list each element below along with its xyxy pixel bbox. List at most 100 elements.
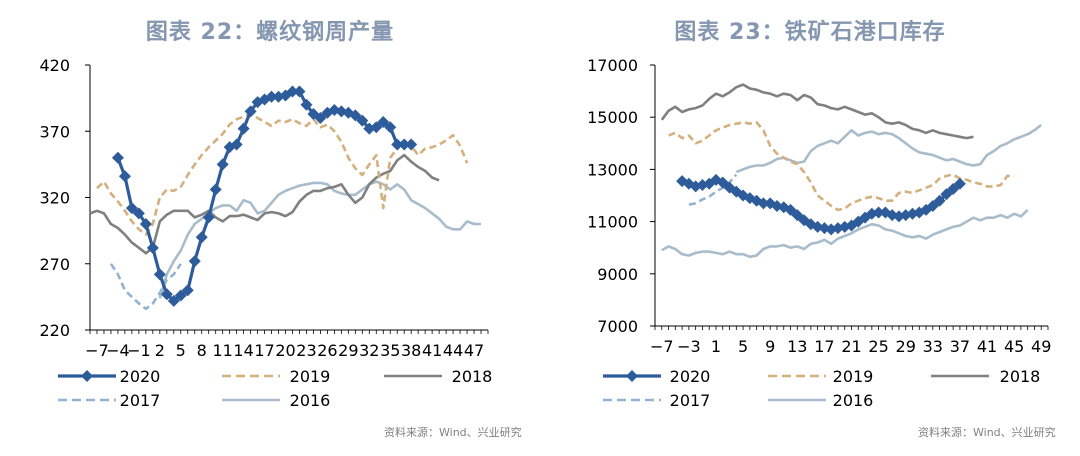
x-tick-label: 45: [1004, 337, 1024, 356]
data-point-marker: [314, 112, 327, 124]
legend-label-2016: 2016: [290, 391, 331, 410]
data-point-marker: [202, 211, 215, 224]
panel-rebar-output: 图表 22：螺纹钢周产量 220 270 320 370 420 −7 −4 −1 2 5 8 11 1…: [39, 20, 522, 439]
series-line-2020: [116, 89, 412, 303]
data-point-marker: [391, 138, 404, 151]
legend-label-2019: 2019: [290, 367, 331, 386]
data-point-marker: [244, 105, 257, 118]
data-point-marker: [188, 255, 201, 268]
data-point-marker: [181, 284, 194, 297]
x-tick-label: 14: [233, 341, 253, 360]
series-line-2018: [89, 153, 440, 255]
data-point-marker: [384, 121, 397, 134]
x-tick-label: 5: [176, 341, 186, 360]
source-note: 资料来源：Wind、兴业研究: [918, 426, 1056, 439]
data-point-marker: [286, 85, 299, 98]
data-point-marker: [703, 177, 716, 190]
x-tick-label: −3: [677, 337, 701, 356]
series-line-2017: [109, 263, 182, 311]
data-point-marker: [139, 218, 152, 230]
legend-label-2020: 2020: [120, 367, 161, 386]
panel-iron-ore-inventory: 图表 23：铁矿石港口库存 7000 9000 11000 13000 15000 170…: [540, 0, 1080, 456]
data-point-marker: [209, 183, 222, 196]
x-tick-label: 1: [711, 337, 721, 356]
y-tick-label: 17000: [587, 56, 638, 75]
data-point-marker: [370, 121, 383, 134]
data-point-marker: [872, 206, 885, 219]
data-point-marker: [852, 215, 865, 228]
x-tick-label: 29: [338, 341, 358, 360]
y-tick-label: 13000: [587, 160, 638, 179]
x-tick-label: 17: [814, 337, 834, 356]
data-point-marker: [777, 201, 790, 214]
data-point-marker: [230, 138, 243, 151]
x-tick-label: 17: [254, 341, 274, 360]
x-tick-label: 29: [896, 337, 916, 356]
x-tick-label: 5: [738, 337, 748, 356]
data-point-marker: [405, 138, 418, 151]
y-tick-label: 320: [39, 189, 70, 208]
y-tick-label: 370: [39, 122, 70, 141]
data-point-marker: [933, 194, 946, 207]
data-point-marker: [216, 158, 229, 171]
x-tick-label: 32: [359, 341, 379, 360]
x-tick-label: 38: [401, 341, 421, 360]
source-note: 资料来源：Wind、兴业研究: [384, 426, 522, 439]
series-line-2016: [735, 123, 1042, 174]
data-point-marker: [258, 93, 271, 106]
data-point-marker: [195, 231, 208, 244]
legend-label-2018: 2018: [1000, 367, 1041, 386]
chart-title: 图表 22：螺纹钢周产量: [145, 20, 395, 45]
series-line-2019: [96, 112, 469, 236]
data-point-marker: [223, 141, 236, 154]
legend-label-2017: 2017: [670, 391, 711, 410]
y-tick-label: 420: [39, 56, 70, 75]
data-point-marker: [160, 288, 173, 301]
data-point-marker: [321, 106, 334, 119]
data-point-marker: [757, 197, 770, 210]
legend-marker: [81, 370, 93, 382]
rebar-output-chart: 220 270 320 370 420 −7−4−1 2 5 8 11 14 17 20 23 26 29 32…: [39, 56, 493, 410]
data-point-marker: [804, 218, 817, 231]
data-point-marker: [153, 268, 166, 281]
data-point-marker: [811, 220, 824, 233]
y-tick-label: 9000: [597, 265, 638, 284]
data-point-marker: [146, 241, 159, 254]
data-point-marker: [293, 85, 306, 98]
data-point-marker: [398, 138, 411, 151]
x-tick-label: 47: [464, 341, 484, 360]
x-tick-label: −7: [85, 341, 109, 360]
data-point-marker: [356, 114, 369, 127]
x-tick-label: 37: [950, 337, 970, 356]
x-tick-label: 23: [296, 341, 316, 360]
series-line-2018: [660, 83, 974, 140]
data-point-marker: [167, 294, 180, 307]
x-tick-label: −4: [106, 341, 130, 360]
x-tick-label: 44: [443, 341, 463, 360]
legend-label-2017: 2017: [120, 391, 161, 410]
data-point-marker: [730, 185, 743, 198]
legend-marker: [626, 370, 638, 382]
data-point-marker: [125, 202, 138, 215]
x-tick-label: 20: [275, 341, 295, 360]
x-tick-label: 8: [197, 341, 207, 360]
data-point-marker: [750, 194, 763, 207]
data-point-marker: [132, 207, 145, 220]
legend-label-2019: 2019: [833, 367, 874, 386]
x-tick-label: 25: [868, 337, 888, 356]
y-tick-label: 7000: [597, 317, 638, 336]
data-point-marker: [377, 115, 390, 128]
x-tick-label: 49: [1031, 337, 1051, 356]
iron-ore-inventory-chart: 7000 9000 11000 13000 15000 17000 −7 −3 1 5 9 13 17 2…: [587, 56, 1051, 410]
x-tick-label: 9: [765, 337, 775, 356]
legend-label-2018: 2018: [452, 367, 493, 386]
data-point-marker: [953, 177, 966, 190]
series-line-2019: [668, 121, 1015, 212]
x-tick-label: 41: [977, 337, 997, 356]
data-point-marker: [328, 104, 341, 117]
x-tick-label: 41: [422, 341, 442, 360]
x-tick-label: 35: [380, 341, 400, 360]
data-point-marker: [349, 109, 362, 122]
x-tick-label: 21: [841, 337, 861, 356]
y-tick-label: 270: [39, 255, 70, 274]
